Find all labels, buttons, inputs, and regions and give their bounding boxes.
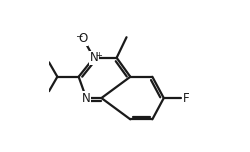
Text: +: + xyxy=(95,51,102,60)
Text: −: − xyxy=(74,31,82,40)
Text: F: F xyxy=(182,92,189,105)
Text: N: N xyxy=(82,92,90,105)
Text: N: N xyxy=(90,51,98,64)
Text: O: O xyxy=(78,32,88,45)
